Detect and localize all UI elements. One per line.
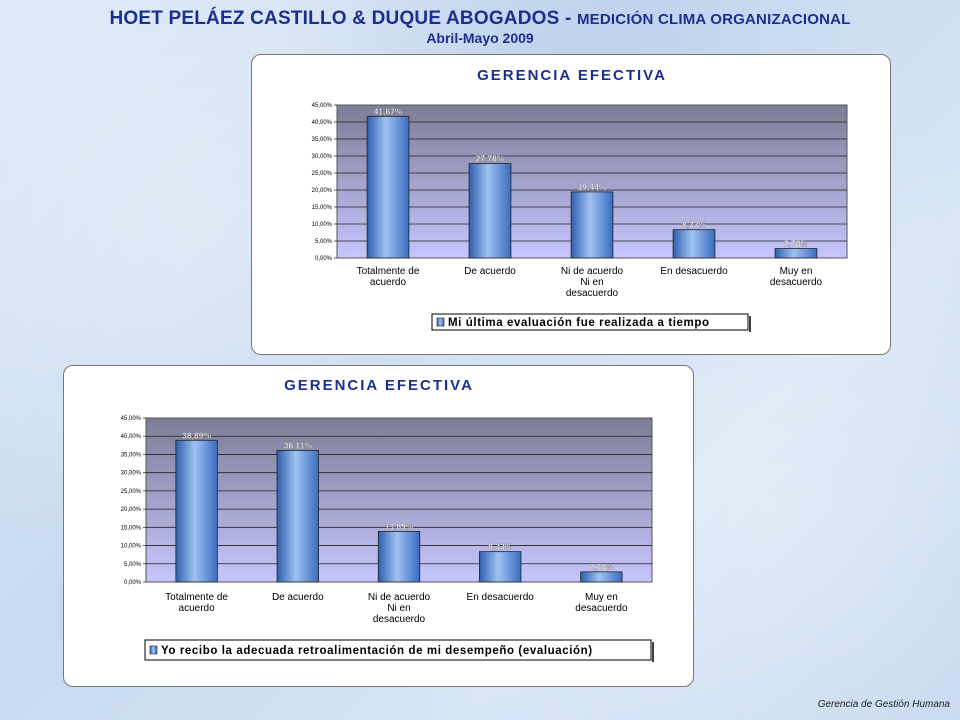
y-tick-label: 15,00% [312, 205, 333, 211]
category-label: acuerdo [370, 277, 407, 288]
category-label: Ni en [580, 277, 603, 288]
y-tick-label: 10,00% [121, 544, 142, 550]
y-tick-label: 45,00% [312, 103, 333, 109]
bar [377, 530, 421, 583]
chart-title: GERENCIA EFECTIVA [284, 377, 474, 394]
legend-text: Mi última evaluación fue realizada a tie… [448, 317, 710, 329]
data-label: 8,33% [488, 542, 513, 552]
category-label: De acuerdo [464, 266, 516, 277]
y-tick-label: 5,00% [315, 239, 333, 245]
y-tick-label: 20,00% [121, 507, 142, 513]
category-label: Totalmente de [357, 266, 420, 277]
data-label: 36,11% [284, 440, 313, 450]
bar [276, 449, 319, 583]
title-main: HOET PELÁEZ CASTILLO & DUQUE ABOGADOS - [109, 8, 577, 29]
y-tick-label: 35,00% [312, 137, 333, 143]
data-label: 41,67% [374, 106, 403, 116]
chart-2-svg: GERENCIA EFECTIVA 0,00% 5,00% 10,00% 15,00% 2… [121, 377, 654, 662]
legend-text: Yo recibo la adecuada retroalimentación … [161, 645, 593, 657]
legend-swatch [149, 645, 158, 655]
category-label: desacuerdo [575, 603, 628, 614]
y-tick-label: 20,00% [312, 188, 333, 194]
category-label: desacuerdo [566, 288, 619, 299]
category-label: Totalmente de [165, 592, 228, 603]
y-tick-label: 25,00% [121, 489, 142, 495]
y-tick-label: 0,00% [124, 580, 142, 586]
category-label: Ni de acuerdo [561, 266, 624, 277]
chart-title: GERENCIA EFECTIVA [477, 67, 667, 84]
y-tick-label: 10,00% [312, 222, 333, 228]
category-label: De acuerdo [272, 592, 324, 603]
legend-box [431, 313, 749, 331]
data-label: 2,78% [589, 562, 614, 572]
category-label: Muy en [585, 592, 618, 603]
bar [366, 115, 410, 259]
chart-panel-2: GERENCIA EFECTIVA 0,00% 5,00% 10,00% 15,00% 2… [63, 365, 694, 687]
bar [175, 439, 218, 583]
chart-panel-1: GERENCIA EFECTIVA 0,00% 5,00% 10,00% 15,00% 2… [251, 54, 891, 355]
data-label: 8,33% [682, 220, 707, 230]
category-label: desacuerdo [373, 614, 426, 625]
title-sub: MEDICIÓN CLIMA ORGANIZACIONAL [576, 11, 851, 28]
y-tick-label: 5,00% [124, 562, 142, 568]
bar [570, 191, 614, 259]
y-tick-label: 15,00% [121, 525, 142, 531]
y-tick-label: 30,00% [121, 471, 142, 477]
footer-text: Gerencia de Gestión Humana [817, 699, 950, 710]
category-label: acuerdo [179, 603, 216, 614]
bar [672, 229, 716, 259]
data-label: 38,89% [182, 430, 211, 440]
category-label: Ni de acuerdo [368, 592, 431, 603]
bar [580, 571, 623, 583]
category-label: En desacuerdo [467, 592, 535, 603]
y-tick-label: 25,00% [312, 171, 333, 177]
data-label: 27,78% [476, 154, 505, 164]
y-tick-label: 40,00% [121, 434, 142, 440]
legend-swatch [436, 317, 445, 327]
category-label: desacuerdo [770, 277, 823, 288]
chart-1-svg: GERENCIA EFECTIVA 0,00% 5,00% 10,00% 15,00% 2… [312, 67, 848, 332]
bar [468, 163, 512, 259]
category-label: Ni en [387, 603, 410, 614]
data-label: 13,89% [385, 521, 414, 531]
page-title: HOET PELÁEZ CASTILLO & DUQUE ABOGADOS - … [0, 8, 960, 30]
page-subtitle: Abril-Mayo 2009 [426, 30, 534, 46]
legend-box [144, 639, 652, 661]
category-label: Muy en [780, 266, 813, 277]
page-header: HOET PELÁEZ CASTILLO & DUQUE ABOGADOS - … [0, 8, 960, 46]
y-tick-label: 30,00% [312, 154, 333, 160]
category-label: En desacuerdo [660, 266, 728, 277]
data-label: 19,44% [578, 182, 607, 192]
bar [479, 551, 522, 583]
y-tick-label: 35,00% [121, 452, 142, 458]
bar [774, 248, 818, 259]
data-label: 2,78% [784, 239, 809, 249]
y-tick-label: 40,00% [312, 120, 333, 126]
y-tick-label: 0,00% [315, 256, 333, 262]
y-tick-label: 45,00% [121, 416, 142, 422]
